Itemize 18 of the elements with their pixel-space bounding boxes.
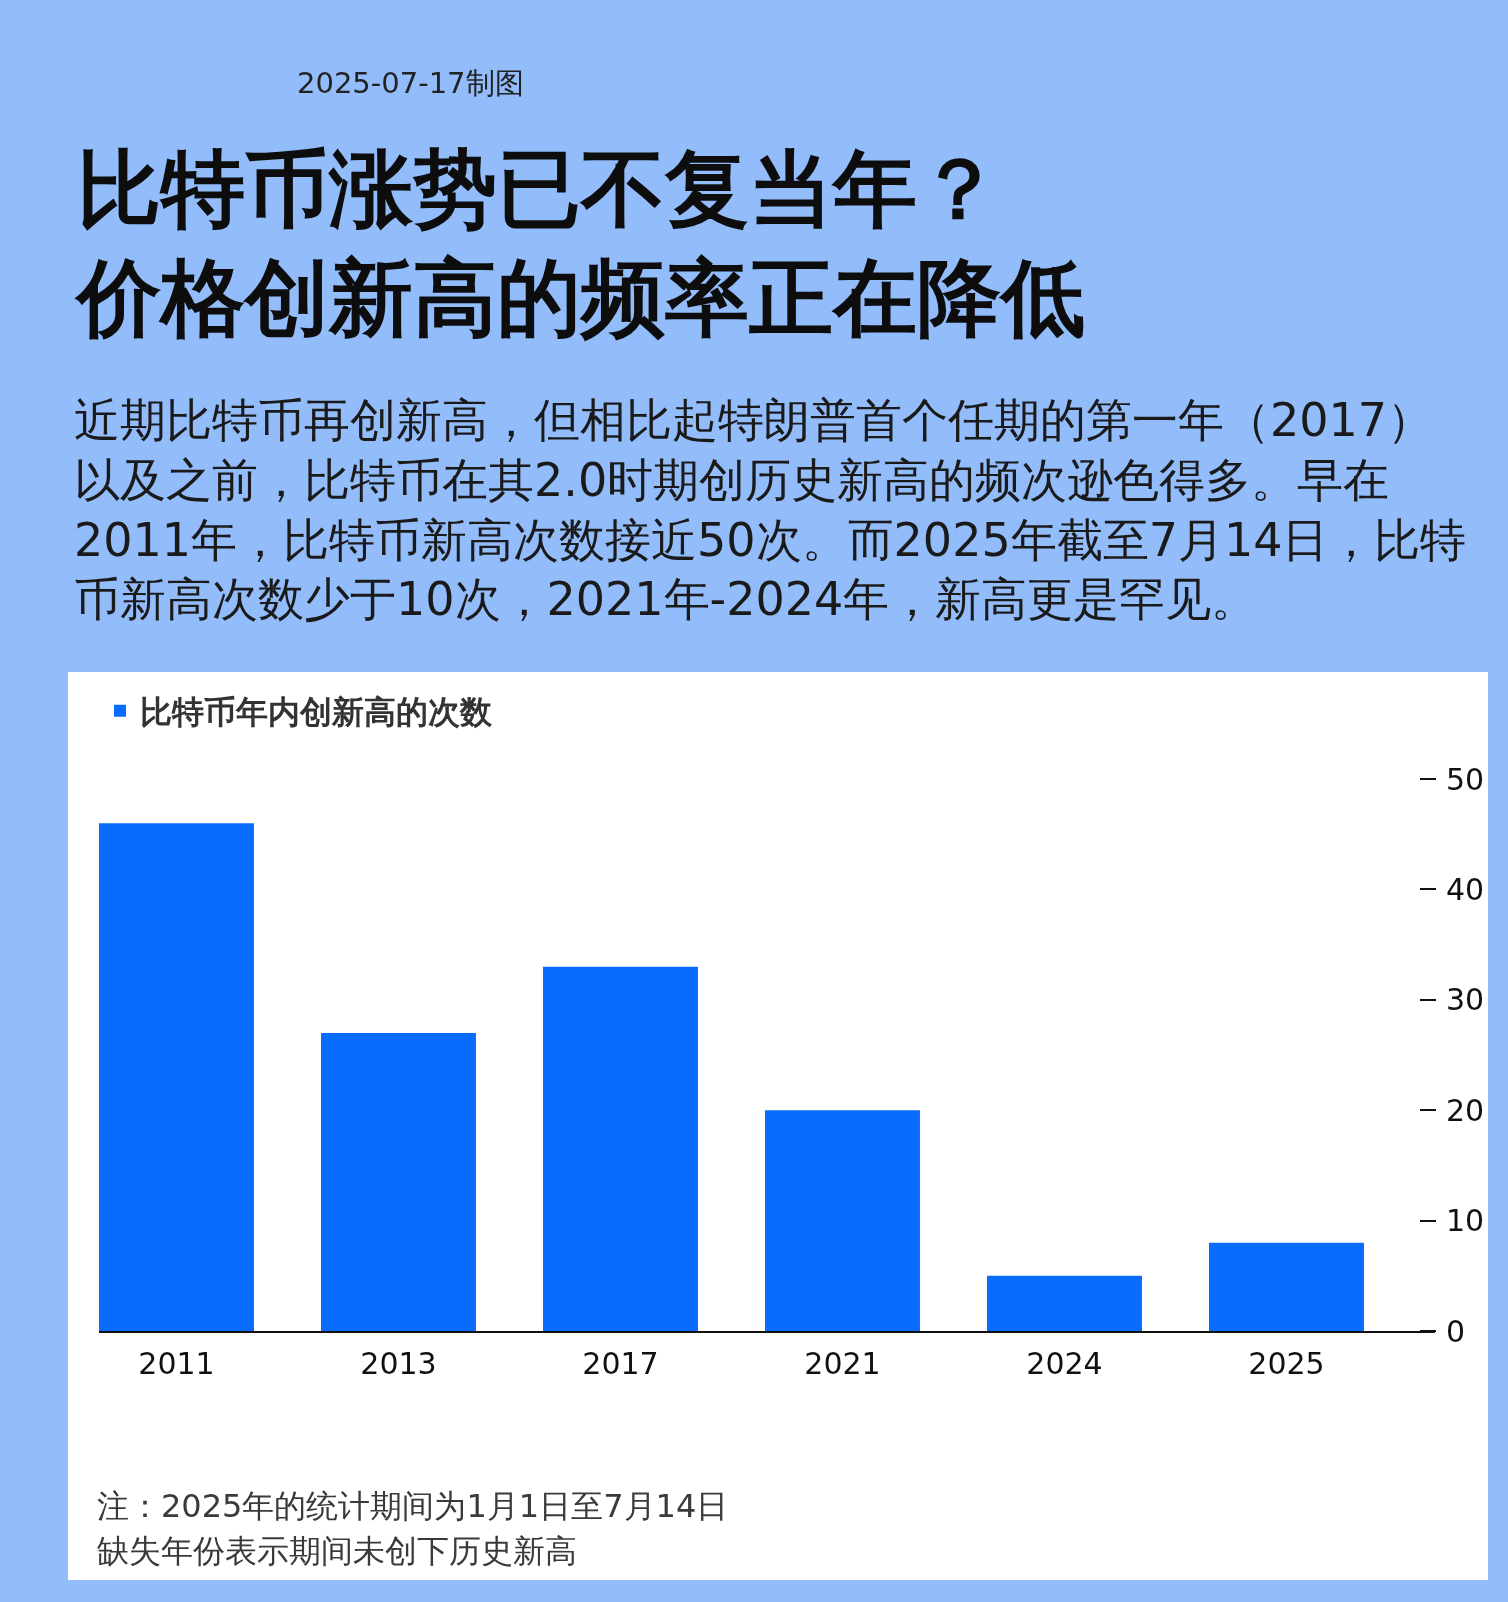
text: 缺失年份表示期间未创下历史新高 xyxy=(97,1532,577,1570)
chart-subtitle: 近期比特币再创新高，但相比起特朗普首个任期的第一年（2017）以及之前，比特币在其2.0时期创历史新高的频次逊色得多。早在2011年，比特币新高次数接近50次。而2025年截至7月14日，比特币新高次数少于10次，2021年-2024年，新高更是罕见。 xyxy=(74,393,1467,627)
x-tick-label: 2025 xyxy=(1248,1346,1325,1381)
y-tick-label: 40 xyxy=(1446,871,1485,907)
x-tick-label: 2013 xyxy=(360,1346,437,1381)
y-tick-label: 10 xyxy=(1446,1203,1485,1239)
text: 2025-07-17制图 xyxy=(297,66,524,100)
legend-label: 比特币年内创新高的次数 xyxy=(140,693,493,732)
y-tick-label: 50 xyxy=(1446,761,1485,797)
y-tick-label: 30 xyxy=(1446,982,1485,1018)
y-tick-label: 0 xyxy=(1446,1313,1466,1349)
x-tick-label: 2024 xyxy=(1026,1346,1103,1381)
text: 注：2025年的统计期间为1月1日至7月14日 xyxy=(97,1487,729,1525)
x-tick-label: 2017 xyxy=(582,1346,659,1381)
y-tick-label: 20 xyxy=(1446,1092,1485,1128)
x-tick-label: 2021 xyxy=(804,1346,881,1381)
x-tick-label: 2011 xyxy=(138,1346,215,1381)
chart-title: 比特币涨势已不复当年？价格创新高的频率正在降低 xyxy=(74,140,1085,348)
